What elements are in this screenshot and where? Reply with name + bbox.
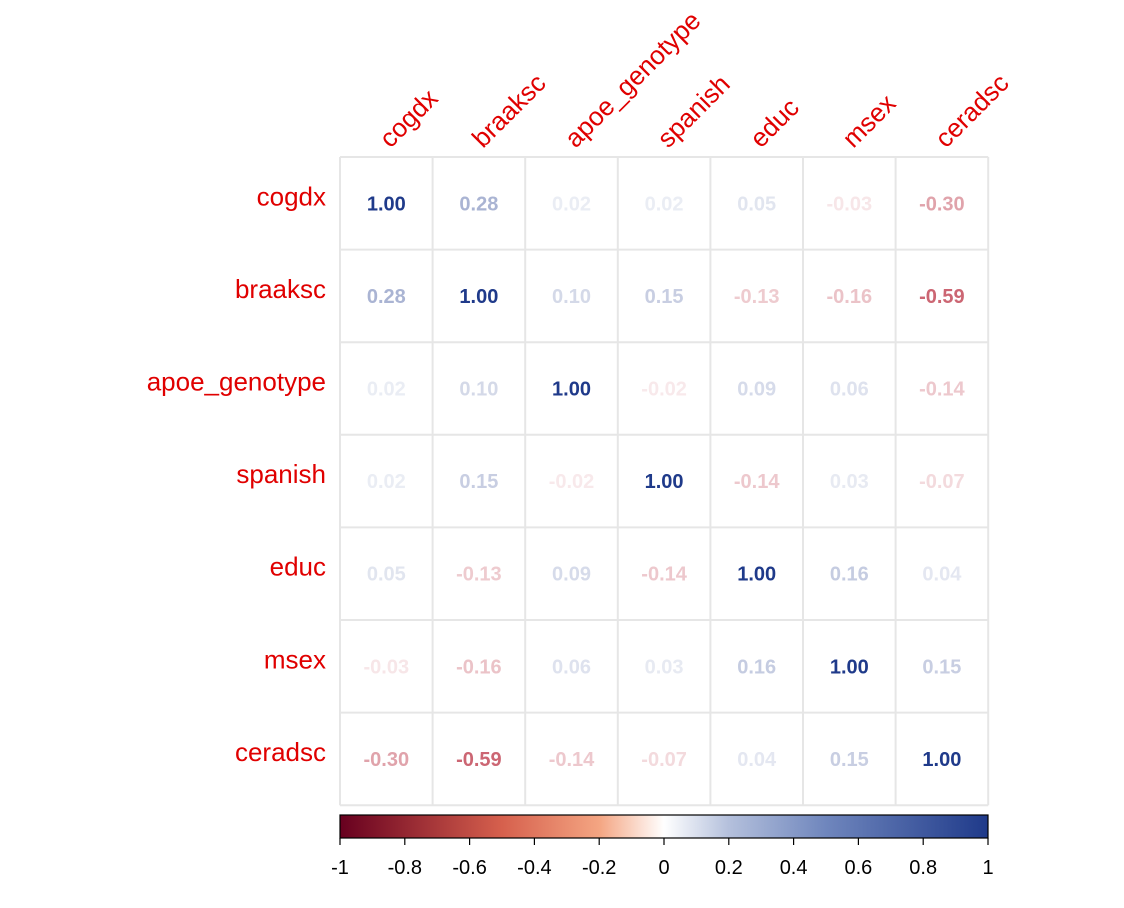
cell-value: 0.15	[922, 656, 961, 678]
colorbar-tick-label: 0.4	[780, 857, 808, 879]
column-label: ceradsc	[929, 68, 1015, 154]
cell-value: -0.03	[364, 656, 410, 678]
cell-value: -0.30	[919, 193, 965, 215]
cell-value: -0.16	[827, 286, 873, 308]
cell-value: 0.15	[645, 286, 684, 308]
colorbar-tick-label: -0.8	[388, 857, 422, 879]
cell-value: -0.14	[919, 379, 965, 401]
cell-value: -0.02	[641, 379, 687, 401]
cell-value: 0.02	[367, 471, 406, 493]
cell-value: 0.05	[367, 564, 406, 586]
cell-value: 1.00	[645, 471, 684, 493]
cell-value: 0.05	[737, 193, 776, 215]
cell-value: 1.00	[922, 749, 961, 771]
cell-value: -0.13	[456, 564, 502, 586]
column-label: spanish	[651, 69, 736, 154]
cell-value: -0.14	[641, 564, 687, 586]
cell-value: 0.06	[552, 656, 591, 678]
colorbar-tick-label: 0.2	[715, 857, 743, 879]
cell-value: 0.04	[737, 749, 777, 771]
row-label: ceradsc	[235, 737, 326, 767]
cell-value: 0.15	[830, 749, 869, 771]
cell-value: -0.13	[734, 286, 780, 308]
cell-value: -0.16	[456, 656, 502, 678]
colorbar-tick-label: 0	[658, 857, 669, 879]
row-label: cogdx	[257, 181, 326, 211]
cell-value: -0.07	[919, 471, 965, 493]
row-label: braaksc	[235, 274, 326, 304]
cell-value: 1.00	[459, 286, 498, 308]
cell-value: 0.09	[552, 564, 591, 586]
cell-value: 0.16	[830, 564, 869, 586]
cell-value: 0.02	[367, 379, 406, 401]
colorbar-tick-label: 0.8	[909, 857, 937, 879]
correlation-grid	[339, 156, 990, 807]
cell-value: 0.16	[737, 656, 776, 678]
cell-value: 0.10	[552, 286, 591, 308]
cell-value: 0.28	[367, 286, 406, 308]
cell-value: 1.00	[552, 379, 591, 401]
cell-value: -0.03	[827, 193, 873, 215]
cell-value: -0.02	[549, 471, 595, 493]
cell-value: -0.30	[364, 749, 410, 771]
colorbar-tick-label: 0.6	[844, 857, 872, 879]
cell-value: -0.14	[734, 471, 780, 493]
column-label: braaksc	[466, 68, 552, 154]
colorbar-tick-label: -1	[331, 857, 349, 879]
cell-value: 0.02	[645, 193, 684, 215]
colorbar-gradient	[339, 814, 989, 839]
row-label: msex	[264, 644, 326, 674]
cell-value: -0.07	[641, 749, 687, 771]
cell-value: 1.00	[367, 193, 406, 215]
cell-value: 0.15	[459, 471, 498, 493]
cell-value: 1.00	[830, 656, 869, 678]
cell-value: -0.59	[456, 749, 502, 771]
row-label: spanish	[236, 459, 326, 489]
cell-value: 0.09	[737, 379, 776, 401]
colorbar-tick-label: -0.4	[517, 857, 551, 879]
colorbar-tick-label: -0.6	[452, 857, 486, 879]
row-label: apoe_genotype	[147, 367, 326, 397]
cell-value: 0.28	[459, 193, 498, 215]
colorbar-tick-label: -0.2	[582, 857, 616, 879]
row-label: educ	[270, 552, 326, 582]
cell-value: 1.00	[737, 564, 776, 586]
cell-value: -0.59	[919, 286, 965, 308]
cell-value: 0.04	[922, 564, 962, 586]
cell-value: 0.03	[830, 471, 869, 493]
cell-value: 0.02	[552, 193, 591, 215]
correlation-cells: 1.00 0.28 0.02 0.02 0.05 -0.03 -0.30 0.28 1.00 0.…	[364, 193, 966, 771]
cell-value: 0.06	[830, 379, 869, 401]
cell-value: 0.03	[645, 656, 684, 678]
column-label: educ	[744, 92, 805, 153]
column-label: cogdx	[373, 83, 443, 153]
cell-value: 0.10	[459, 379, 498, 401]
colorbar: -1 -0.8 -0.6 -0.4 -0.2 0 0.2 0.4 0.6 0.8 1	[331, 814, 994, 879]
colorbar-tick-label: 1	[982, 857, 993, 879]
column-label: msex	[836, 88, 901, 153]
cell-value: -0.14	[549, 749, 595, 771]
